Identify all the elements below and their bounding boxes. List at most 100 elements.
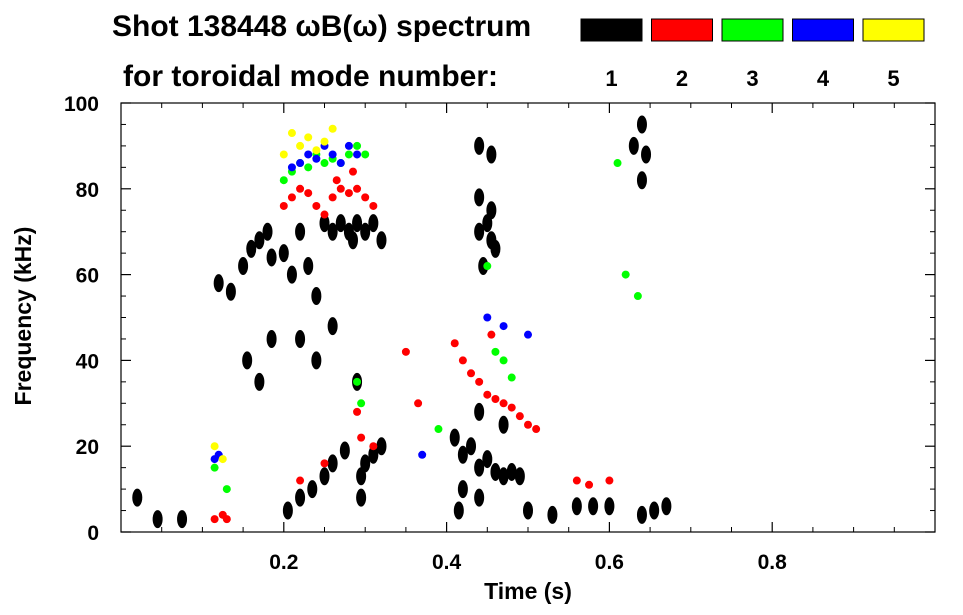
data-point <box>376 231 387 250</box>
data-point <box>369 442 378 451</box>
data-point <box>312 201 321 210</box>
series-n=2 <box>210 167 614 524</box>
data-point <box>295 488 306 507</box>
plot-area: 0.2 0.4 0.6 0.8 0 20 40 60 80 100 <box>64 93 936 574</box>
y-tick-label: 0 <box>87 522 99 545</box>
legend-swatch-1 <box>580 18 643 42</box>
data-point <box>242 351 253 370</box>
series-n=3 <box>210 141 642 494</box>
data-point <box>369 201 378 210</box>
legend-swatch-5 <box>862 18 925 42</box>
data-point <box>327 317 338 336</box>
data-point <box>328 150 337 159</box>
data-point <box>486 201 497 220</box>
data-point <box>357 433 366 442</box>
data-point <box>213 274 224 293</box>
data-point <box>636 171 647 190</box>
data-point <box>278 244 289 263</box>
data-point <box>466 437 477 456</box>
data-point <box>491 395 500 404</box>
legend: 1 2 3 4 5 <box>580 18 925 91</box>
series-n=1 <box>132 115 672 529</box>
data-point <box>347 231 358 250</box>
data-point <box>222 485 231 494</box>
legend-swatch-2 <box>651 18 713 42</box>
data-point <box>604 497 615 516</box>
data-point <box>225 282 236 301</box>
data-point <box>474 488 485 507</box>
legend-label-2: 2 <box>676 66 688 91</box>
data-point <box>457 480 468 499</box>
legend-label-1: 1 <box>605 66 617 91</box>
series-layer <box>132 115 672 529</box>
data-point <box>524 330 532 339</box>
data-point <box>506 462 517 481</box>
data-point <box>296 184 305 193</box>
data-point <box>621 270 630 279</box>
data-point <box>327 454 338 473</box>
data-point <box>304 150 313 159</box>
data-point <box>376 437 387 456</box>
data-point <box>507 403 516 412</box>
chart-title: Shot 138448 ωB(ω) spectrum <box>112 10 531 43</box>
plot-frame <box>120 102 936 533</box>
x-tick-label: 0.4 <box>432 551 462 574</box>
data-point <box>487 330 496 339</box>
data-point <box>360 454 371 473</box>
data-point <box>312 154 321 163</box>
data-point <box>514 467 525 486</box>
data-point <box>336 159 345 168</box>
data-point <box>254 372 265 391</box>
y-tick-label: 20 <box>76 436 99 459</box>
data-point <box>311 351 322 370</box>
data-point <box>478 257 489 276</box>
y-tick-label: 40 <box>76 350 99 373</box>
data-point <box>474 136 485 155</box>
data-point <box>320 159 329 168</box>
data-point <box>450 339 459 348</box>
data-point <box>353 150 362 159</box>
data-point <box>287 193 296 202</box>
data-point <box>661 497 672 516</box>
data-point <box>457 445 468 464</box>
data-point <box>475 377 484 386</box>
data-point <box>254 231 265 250</box>
data-point <box>296 141 305 150</box>
data-point <box>532 425 541 434</box>
data-point <box>458 356 467 365</box>
data-point <box>303 257 314 276</box>
data-point <box>152 510 163 529</box>
data-point <box>523 501 533 520</box>
data-point <box>339 441 350 460</box>
legend-swatch-4 <box>792 18 854 42</box>
data-point <box>483 262 492 271</box>
data-point <box>238 257 249 276</box>
legend-label-5: 5 <box>887 66 899 91</box>
data-point <box>279 201 288 210</box>
data-point <box>490 239 501 258</box>
data-point <box>507 373 516 382</box>
data-point <box>218 455 227 464</box>
data-point <box>356 488 367 507</box>
data-point <box>515 412 524 421</box>
data-point <box>262 222 273 241</box>
series-n=5 <box>210 124 337 464</box>
data-point <box>319 467 330 486</box>
data-point <box>641 145 652 164</box>
data-point <box>304 133 313 142</box>
data-point <box>414 399 423 408</box>
data-point <box>474 402 485 421</box>
data-point <box>588 497 599 516</box>
y-tick-label: 80 <box>76 179 99 202</box>
data-point <box>266 329 277 348</box>
data-point <box>336 184 345 193</box>
data-point <box>222 515 231 524</box>
y-axis-label: Frequency (kHz) <box>10 227 36 406</box>
data-point <box>649 501 660 520</box>
data-point <box>453 501 464 520</box>
y-tick-label: 60 <box>76 265 99 288</box>
data-point <box>279 176 288 185</box>
data-point <box>360 222 371 241</box>
data-point <box>344 189 353 198</box>
